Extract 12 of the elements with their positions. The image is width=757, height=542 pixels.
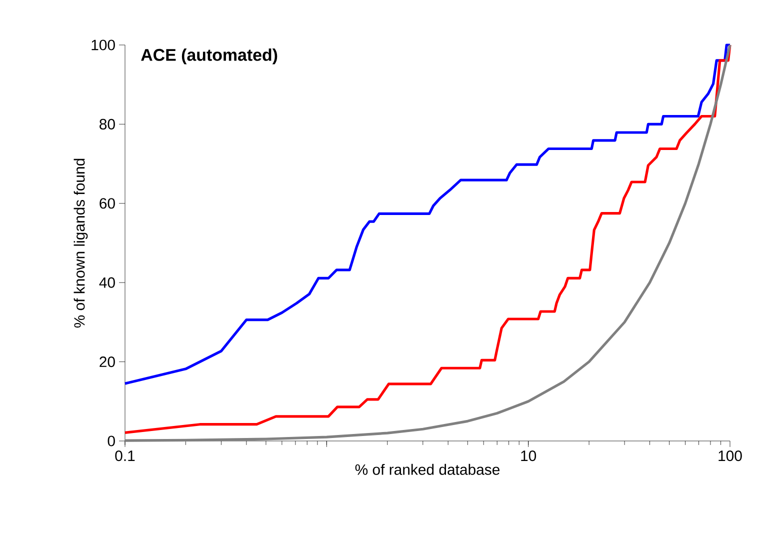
y-tick-label: 40 <box>99 277 115 288</box>
x-tick-label: 0.1 <box>115 450 135 462</box>
y-tick-label: 80 <box>100 118 115 130</box>
y-tick-label: 100 <box>92 40 115 50</box>
y-tick-label: 20 <box>100 356 115 368</box>
y-tick-label: 60 <box>100 198 115 209</box>
y-tick-label: 0 <box>108 436 115 446</box>
x-axis-title: % of ranked database <box>355 464 500 475</box>
x-tick-label: 10 <box>521 450 536 462</box>
y-axis-title: % of known ligands found <box>74 158 88 328</box>
chart-title: ACE (automated) <box>141 48 278 64</box>
x-tick-label: 100 <box>718 450 742 462</box>
